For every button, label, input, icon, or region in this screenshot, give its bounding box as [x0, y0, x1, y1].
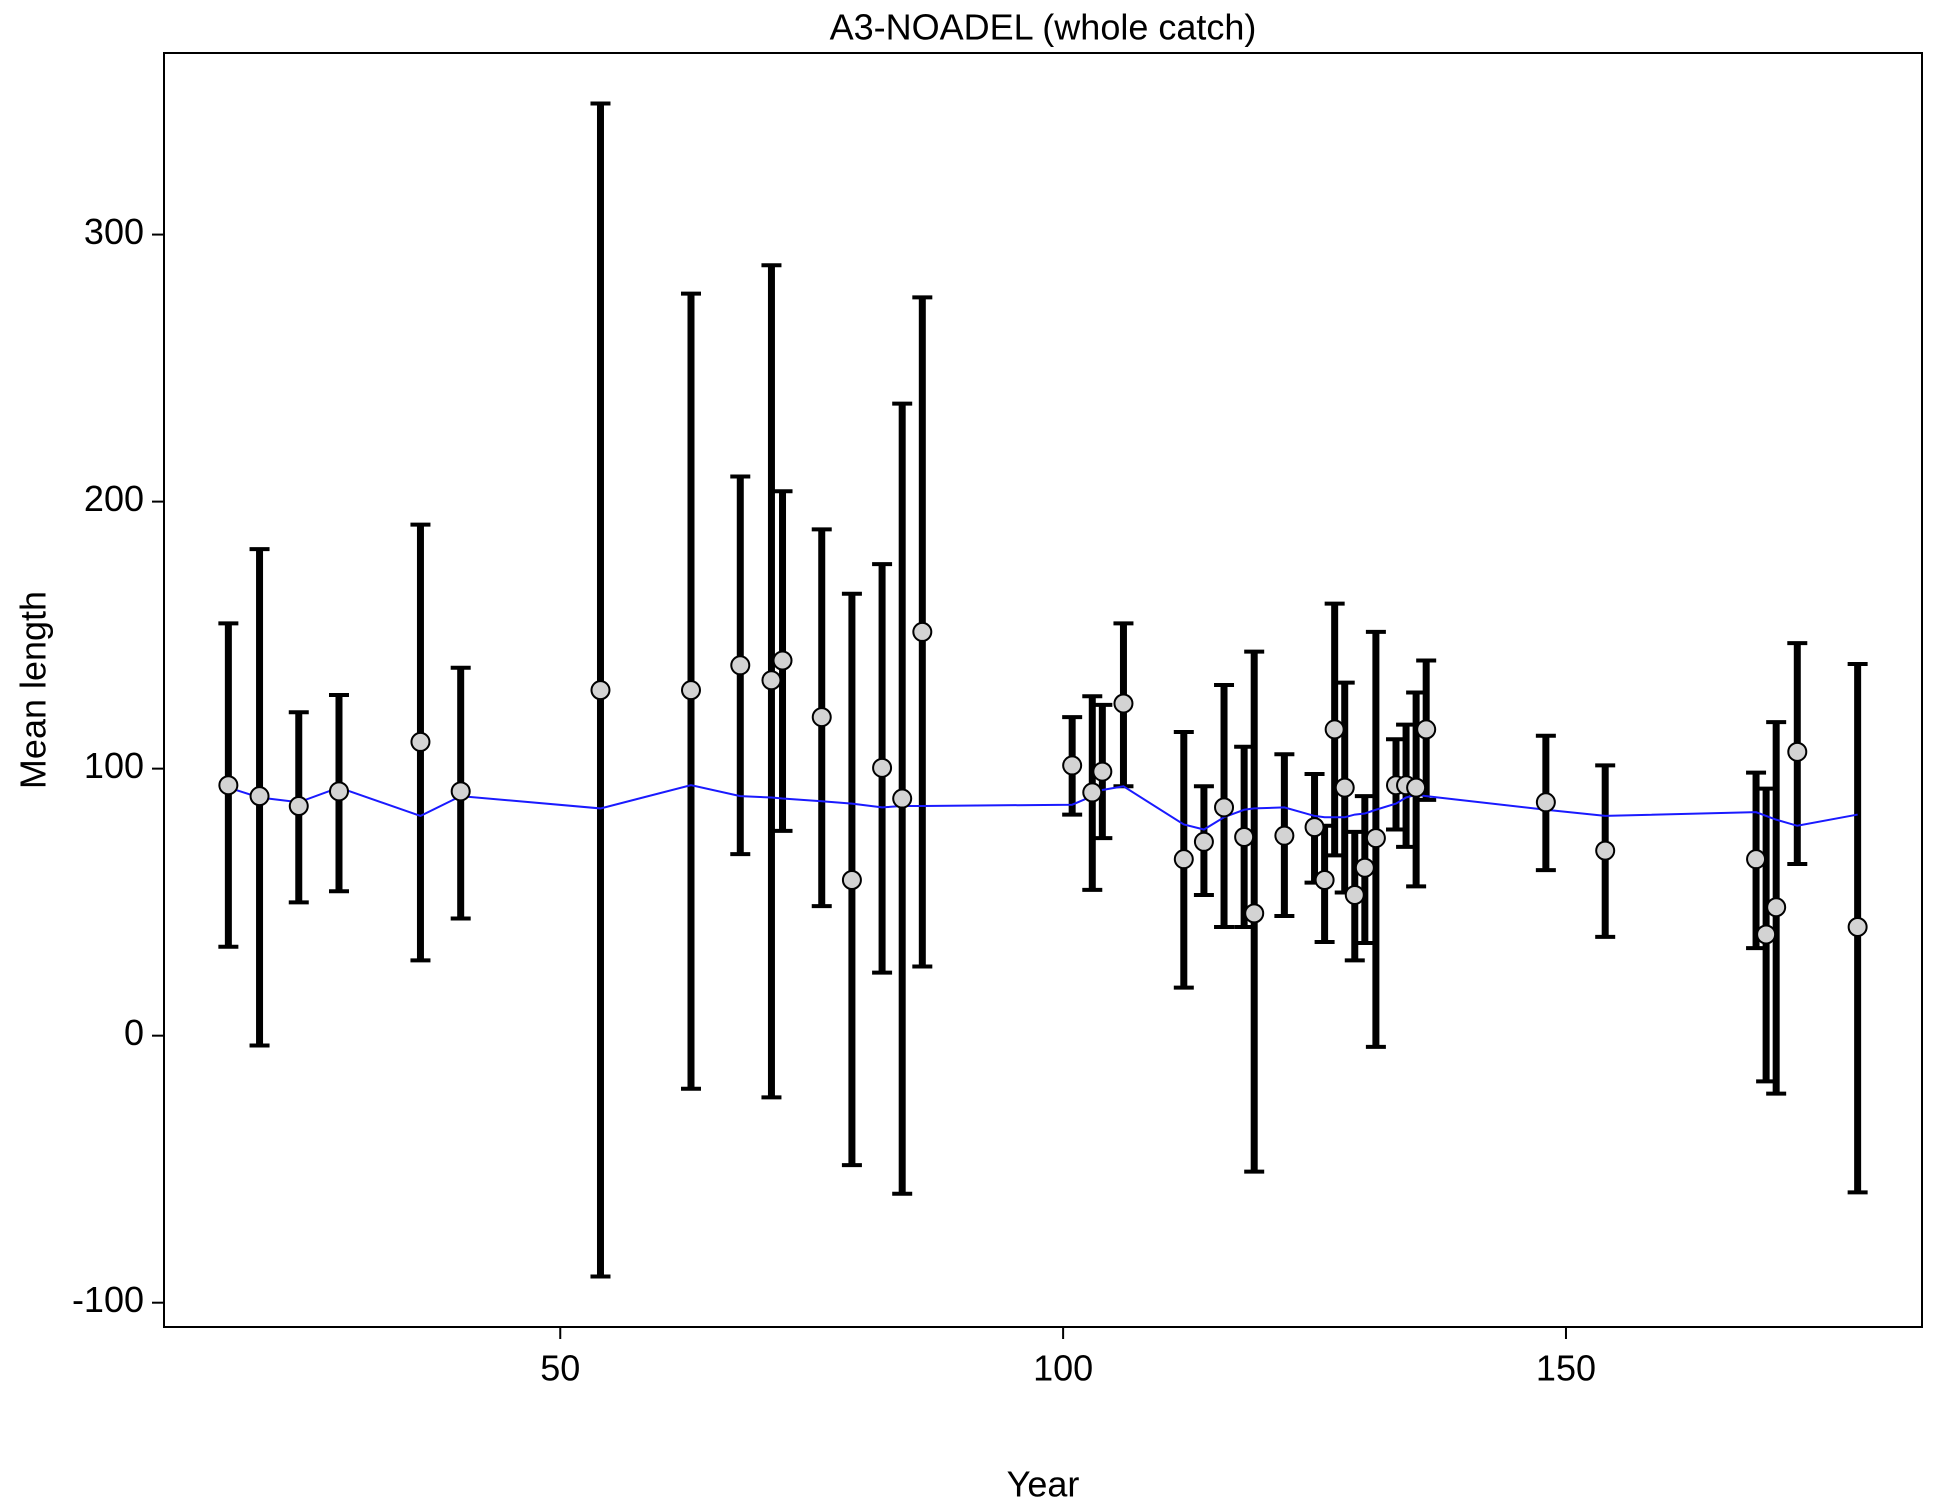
point — [1214, 797, 1235, 818]
point — [1354, 857, 1375, 878]
point — [1334, 777, 1355, 798]
point — [450, 781, 471, 802]
y-tick-label: -100 — [72, 1279, 144, 1320]
point — [1787, 741, 1808, 762]
point — [1756, 924, 1777, 945]
point — [1244, 903, 1265, 924]
y-axis-label: Mean length — [13, 591, 54, 789]
fit-line — [228, 784, 1858, 831]
point — [772, 650, 793, 671]
point — [892, 788, 913, 809]
point — [1766, 897, 1787, 918]
plot-frame — [163, 52, 1923, 1328]
x-tick-label: 50 — [540, 1348, 580, 1389]
point — [1304, 817, 1325, 838]
x-tick-label: 100 — [1033, 1348, 1093, 1389]
point — [1274, 825, 1295, 846]
point — [1746, 849, 1767, 870]
point — [249, 786, 270, 807]
point — [680, 680, 701, 701]
point — [1113, 693, 1134, 714]
point — [1416, 719, 1437, 740]
point — [410, 731, 431, 752]
point — [1193, 831, 1214, 852]
y-tick-label: 200 — [84, 478, 144, 519]
point — [1324, 719, 1345, 740]
point — [1082, 782, 1103, 803]
point — [761, 670, 782, 691]
point — [1847, 916, 1868, 937]
point — [1535, 792, 1556, 813]
chart-title: A3-NOADEL (whole catch) — [830, 7, 1257, 48]
point — [1595, 840, 1616, 861]
point — [328, 781, 349, 802]
point — [872, 757, 893, 778]
point — [218, 775, 239, 796]
point — [1344, 884, 1365, 905]
y-tick-label: 0 — [124, 1012, 144, 1053]
point — [811, 707, 832, 728]
point — [1092, 761, 1113, 782]
point — [1062, 755, 1083, 776]
y-tick-label: 100 — [84, 745, 144, 786]
point — [1314, 869, 1335, 890]
point — [1365, 828, 1386, 849]
point — [730, 655, 751, 676]
point — [912, 621, 933, 642]
x-axis-label: Year — [1007, 1464, 1080, 1500]
point — [1234, 827, 1255, 847]
point — [288, 796, 309, 817]
point — [1406, 777, 1427, 798]
y-tick-label: 300 — [84, 211, 144, 252]
point — [841, 869, 862, 890]
point — [590, 680, 611, 701]
x-tick-label: 150 — [1536, 1348, 1596, 1389]
point — [1173, 849, 1194, 870]
